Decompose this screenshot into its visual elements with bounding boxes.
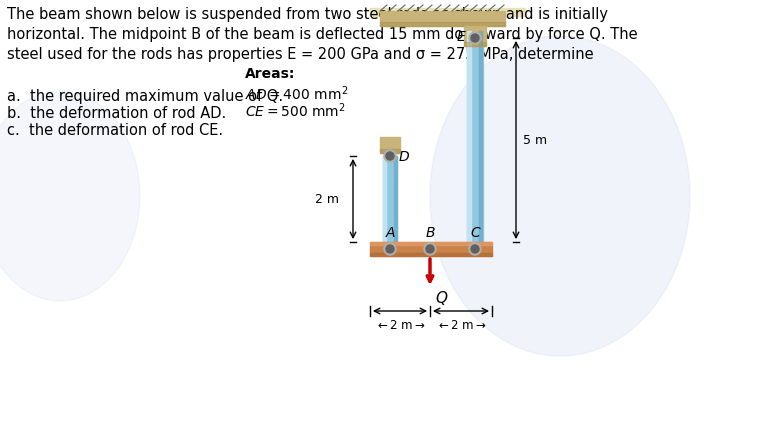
Text: a.  the required maximum value of Q.: a. the required maximum value of Q. <box>7 89 283 104</box>
Circle shape <box>386 245 394 253</box>
Ellipse shape <box>430 37 690 356</box>
Text: Q: Q <box>435 290 447 305</box>
Bar <box>380 12 505 27</box>
Circle shape <box>384 243 396 256</box>
Bar <box>383 157 397 242</box>
Bar <box>479 32 482 242</box>
Circle shape <box>471 245 479 253</box>
Text: C: C <box>470 225 480 239</box>
Text: E: E <box>456 30 465 44</box>
Text: 2 m: 2 m <box>315 193 339 206</box>
Text: A: A <box>385 225 394 239</box>
Circle shape <box>469 243 481 256</box>
Circle shape <box>469 33 481 45</box>
Text: $\leftarrow$2 m$\rightarrow$: $\leftarrow$2 m$\rightarrow$ <box>375 318 425 331</box>
Bar <box>380 23 505 27</box>
Circle shape <box>386 153 394 161</box>
Bar <box>464 43 486 47</box>
Text: $AD = 400\ \mathrm{mm}^2$: $AD = 400\ \mathrm{mm}^2$ <box>245 84 349 102</box>
Text: c.  the deformation of rod CE.: c. the deformation of rod CE. <box>7 123 223 138</box>
Text: $\leftarrow$2 m$\rightarrow$: $\leftarrow$2 m$\rightarrow$ <box>436 318 486 331</box>
Ellipse shape <box>0 92 140 301</box>
Circle shape <box>384 151 396 163</box>
Bar <box>464 27 486 47</box>
Circle shape <box>424 243 436 256</box>
Bar <box>370 242 492 256</box>
Bar <box>370 253 492 256</box>
Bar <box>394 157 397 242</box>
Circle shape <box>426 245 434 253</box>
Bar <box>467 32 483 242</box>
Bar <box>380 150 400 154</box>
Text: B: B <box>425 225 435 239</box>
Bar <box>370 9 525 17</box>
Bar <box>467 32 471 242</box>
Text: The beam shown below is suspended from two steel rods as shown and is initially
: The beam shown below is suspended from t… <box>7 7 638 61</box>
Text: Areas:: Areas: <box>245 67 295 81</box>
Bar <box>380 138 400 154</box>
Text: $CE = 500\ \mathrm{mm}^2$: $CE = 500\ \mathrm{mm}^2$ <box>245 101 346 119</box>
Text: D: D <box>399 150 410 164</box>
Bar <box>370 242 492 245</box>
Text: 5 m: 5 m <box>523 134 547 147</box>
Text: b.  the deformation of rod AD.: b. the deformation of rod AD. <box>7 106 227 121</box>
Bar <box>383 157 386 242</box>
Circle shape <box>471 35 479 43</box>
